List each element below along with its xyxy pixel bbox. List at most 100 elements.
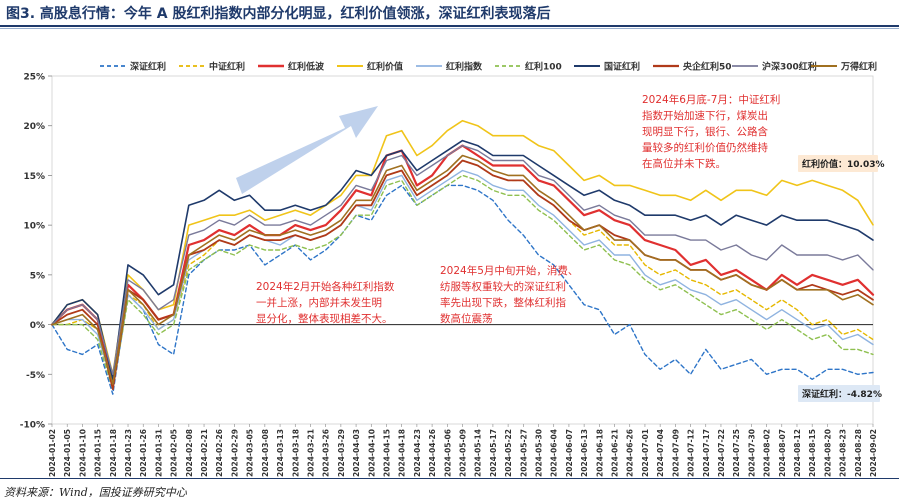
x-tick-label: 2024-03-21 — [306, 429, 315, 477]
legend-label: 国证红利 — [604, 61, 640, 73]
x-tick-label: 2024-03-29 — [337, 429, 346, 477]
x-tick-label: 2024-08-15 — [808, 429, 817, 477]
annotation-line: 现明显下行，银行、公路含 — [642, 125, 768, 138]
annotation-line: 2024年6月底-7月：中证红利 — [642, 93, 780, 106]
x-tick-label: 2024-06-18 — [595, 429, 604, 477]
x-tick-label: 2024-08-12 — [793, 429, 802, 477]
x-tick-label: 2024-01-05 — [63, 429, 72, 477]
x-tick-label: 2024-01-02 — [48, 429, 57, 477]
x-tick-label: 2024-03-13 — [276, 429, 285, 477]
x-tick-label: 2024-05-14 — [474, 429, 483, 477]
x-tick-label: 2024-04-10 — [367, 429, 376, 477]
x-tick-label: 2024-03-05 — [246, 429, 255, 477]
legend-label: 万得红利 — [840, 61, 877, 73]
x-tick-label: 2024-07-01 — [641, 429, 650, 477]
x-tick-label: 2024-07-25 — [732, 429, 741, 477]
series-line-8 — [51, 144, 874, 375]
series-line-4 — [51, 169, 874, 385]
x-tick-label: 2024-04-18 — [398, 429, 407, 477]
y-tick-label: 15% — [23, 172, 45, 182]
x-tick-label: 2024-02-29 — [230, 429, 239, 477]
x-tick-label: 2024-02-21 — [200, 429, 209, 477]
x-tick-label: 2024-08-20 — [823, 429, 832, 477]
source-note: 资料来源：Wind，国投证券研究中心 — [4, 486, 187, 499]
trend-arrow — [236, 106, 378, 194]
series-line-0 — [51, 184, 874, 395]
legend-label: 红利价值 — [367, 61, 403, 73]
x-tick-label: 2024-01-18 — [109, 429, 118, 477]
x-tick-label: 2024-04-15 — [382, 429, 391, 477]
x-tick-label: 2024-01-31 — [154, 429, 163, 477]
x-tick-label: 2024-03-18 — [291, 429, 300, 477]
x-tick-label: 2024-05-17 — [489, 429, 498, 477]
series-line-6 — [51, 139, 874, 381]
y-tick-label: -10% — [20, 421, 45, 431]
x-tick-label: 2024-04-26 — [428, 429, 437, 477]
x-tick-label: 2024-06-13 — [580, 429, 589, 477]
y-tick-label: 10% — [23, 222, 45, 232]
legend-label: 央企红利50 — [683, 61, 732, 73]
annotation-may: 2024年5月中旬开始，消费、纺服等权重较大的深证红利率先出现下跌，整体红利指数… — [440, 264, 578, 325]
x-tick-label: 2024-06-26 — [626, 429, 635, 477]
x-tick-label: 2024-08-02 — [763, 429, 772, 477]
y-tick-label: 25% — [23, 73, 45, 83]
annotation-line: 指数开始加速下行，煤炭出 — [642, 109, 768, 122]
x-tick-label: 2024-08-07 — [778, 429, 787, 477]
x-tick-label: 2024-04-23 — [413, 429, 422, 477]
x-tick-label: 2024-07-17 — [702, 429, 711, 477]
x-tick-label: 2024-08-23 — [839, 429, 848, 477]
end-label-box — [798, 155, 878, 172]
x-tick-label: 2024-02-26 — [215, 429, 224, 477]
x-tick-label: 2024-09-02 — [869, 429, 878, 477]
x-tick-label: 2024-05-27 — [519, 429, 528, 477]
series-line-3 — [51, 119, 874, 376]
end-label-box — [798, 385, 880, 402]
x-tick-label: 2024-07-30 — [747, 429, 756, 477]
annotation-line: 数高位震荡 — [440, 312, 493, 325]
end-label: 深证红利：-4.82% — [802, 388, 882, 400]
x-tick-label: 2024-01-26 — [139, 429, 148, 477]
x-tick-label: 2024-04-03 — [352, 429, 361, 477]
x-tick-label: 2024-01-23 — [124, 429, 133, 477]
legend-label: 中证红利 — [209, 61, 245, 73]
x-tick-label: 2024-07-22 — [717, 429, 726, 477]
x-tick-label: 2024-07-09 — [671, 429, 680, 477]
x-tick-label: 2024-01-10 — [78, 429, 87, 477]
legend-label: 红利100 — [525, 61, 562, 73]
annotation-line: 显分化，整体表现相差不大。 — [256, 312, 393, 325]
legend-label: 红利指数 — [446, 61, 483, 73]
y-tick-label: 20% — [23, 122, 45, 132]
series-line-9 — [51, 154, 874, 386]
annotation-line: 率先出现下跌，整体红利指 — [440, 296, 566, 309]
legend-label: 红利低波 — [288, 61, 325, 73]
annotation-line: 在高位并未下跌。 — [642, 157, 726, 170]
series-line-5 — [51, 174, 874, 390]
x-tick-label: 2024-07-12 — [687, 429, 696, 477]
page-title: 图3. 高股息行情：今年 A 股红利指数内部分化明显，红利价值领涨，深证红利表现… — [6, 6, 551, 22]
x-tick-label: 2024-07-04 — [656, 429, 665, 477]
x-tick-label: 2024-05-22 — [504, 429, 513, 477]
x-tick-label: 2024-05-09 — [459, 429, 468, 477]
title-divider-thin — [0, 28, 899, 29]
x-tick-label: 2024-05-06 — [443, 429, 452, 477]
annotation-line: 量较多的红利价值仍然维持 — [642, 141, 768, 154]
x-tick-label: 2024-03-08 — [261, 429, 270, 477]
x-tick-label: 2024-01-15 — [94, 429, 103, 477]
bottom-divider — [0, 478, 899, 479]
annotation-line: 一并上涨，内部并未发生明 — [256, 296, 382, 309]
x-tick-label: 2024-08-28 — [854, 429, 863, 477]
end-label: 红利价值：10.03% — [802, 158, 885, 170]
x-tick-label: 2024-06-21 — [611, 429, 620, 477]
title-divider — [0, 25, 899, 27]
x-tick-label: 2024-06-04 — [550, 429, 559, 477]
x-tick-label: 2024-06-07 — [565, 429, 574, 477]
y-tick-label: 0% — [30, 321, 45, 331]
chart: -10% -5% 0% 5% 10% 15% 20% 25% 2024-01-02 2024-01… — [20, 61, 885, 477]
annotation-june_july: 2024年6月底-7月：中证红利指数开始加速下行，煤炭出现明显下行，银行、公路含… — [642, 93, 780, 170]
annotation-line: 2024年2月开始各种红利指数 — [256, 280, 395, 293]
x-tick-label: 2024-02-08 — [185, 429, 194, 477]
title-bar: 图3. 高股息行情：今年 A 股红利指数内部分化明显，红利价值领涨，深证红利表现… — [0, 0, 899, 26]
y-tick-label: 5% — [30, 271, 45, 281]
x-tick-label: 2024-02-05 — [170, 429, 179, 477]
